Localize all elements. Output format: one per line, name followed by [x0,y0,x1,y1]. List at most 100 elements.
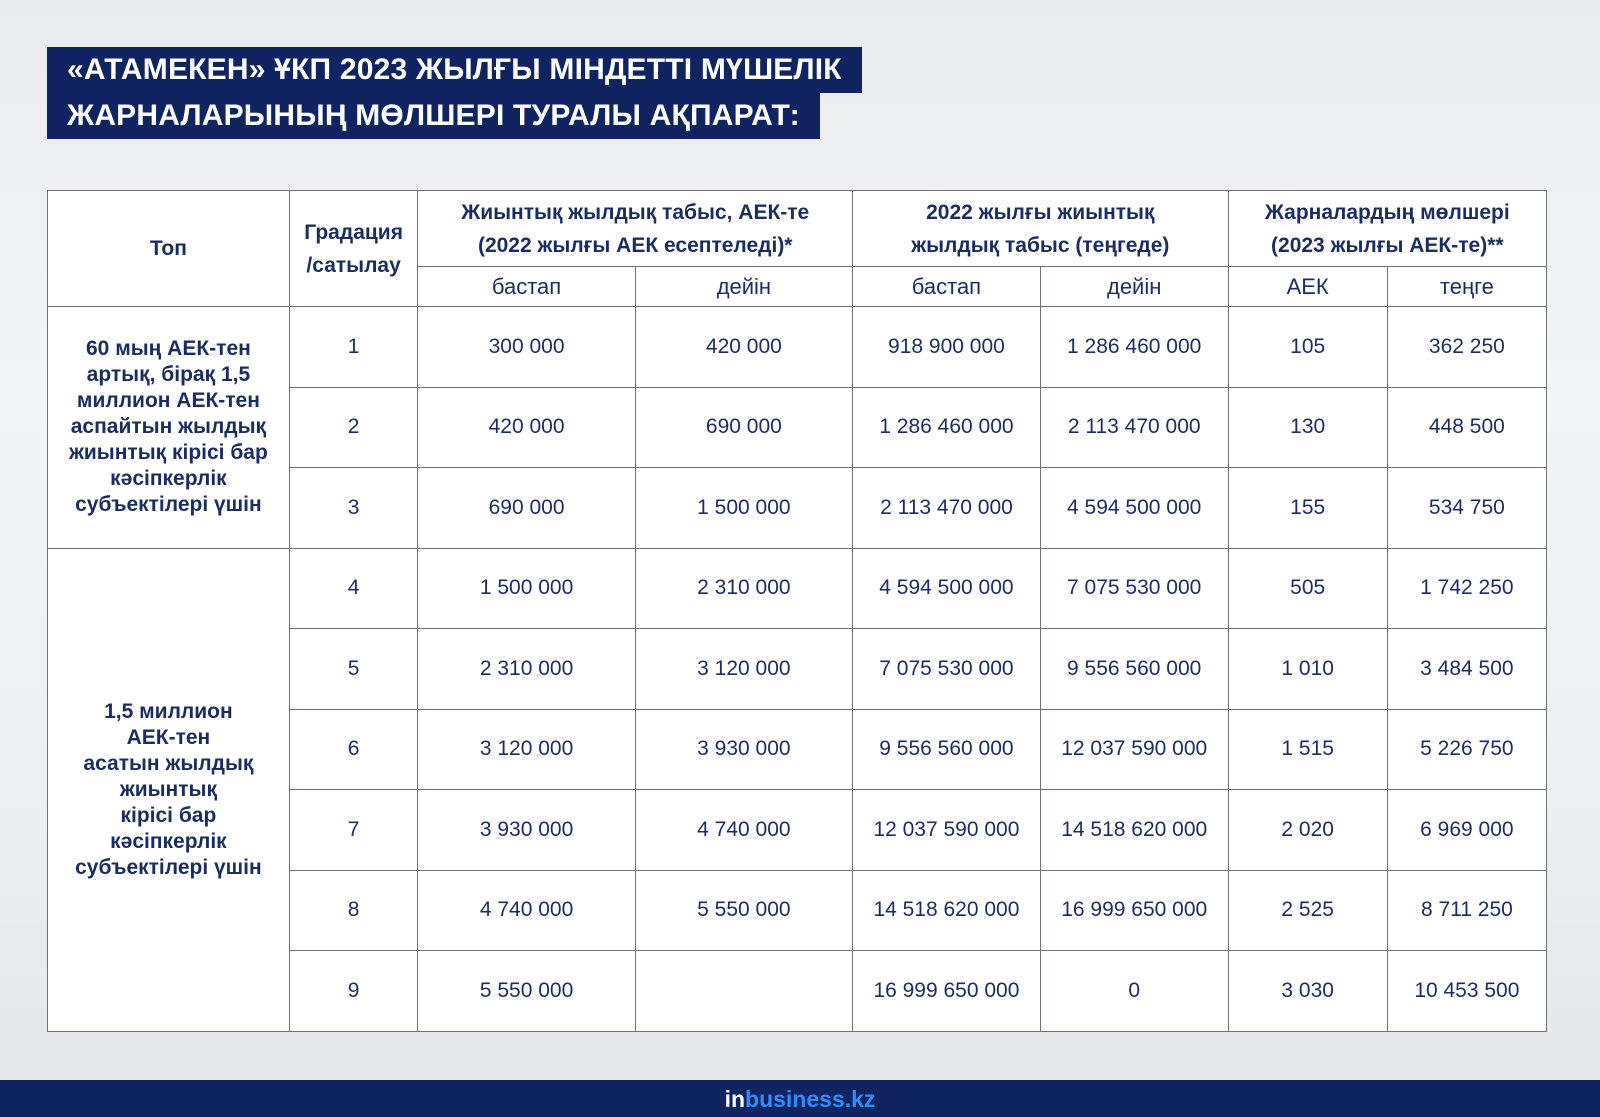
cell-mci-to [634,950,854,1032]
cell-fee-mci: 155 [1227,467,1388,549]
header-income-mci: Жиынтық жылдық табыс, АЕК-те (2022 жылғы… [417,190,854,267]
cell-fee-tenge: 10 453 500 [1386,950,1548,1032]
cell-mci-to: 420 000 [634,306,854,388]
cell-mci-from: 5 550 000 [417,950,636,1032]
cell-fee-tenge: 448 500 [1386,386,1548,468]
table-row: 1,5 миллион АЕК-тен асатын жылдық жиынтық кі… [47,547,1548,1032]
group-label-line: аспайтын жылдық [70,415,267,439]
cell-mci-to: 5 550 000 [634,869,854,951]
cell-tenge-to: 2 113 470 000 [1039,386,1229,468]
group-label-line: асатын жылдық [83,751,254,775]
cell-mci-to: 3 120 000 [634,628,854,710]
group-label-line: кәсіпкерлік [110,829,227,853]
cell-fee-tenge: 5 226 750 [1386,708,1548,790]
cell-tenge-from: 7 075 530 000 [852,628,1041,710]
cell-tenge-from: 4 594 500 000 [852,547,1041,629]
cell-fee-tenge: 8 711 250 [1386,869,1548,951]
page-title-line-1: «АТАМЕКЕН» ҰКП 2023 ЖЫЛҒЫ МІНДЕТТІ МҮШЕЛ… [47,47,862,93]
title-block: «АТАМЕКЕН» ҰКП 2023 ЖЫЛҒЫ МІНДЕТТІ МҮШЕЛ… [47,47,862,139]
cell-mci-to: 3 930 000 [634,708,854,790]
cell-mci-from: 3 930 000 [417,789,636,871]
cell-mci-from: 4 740 000 [417,869,636,951]
group-label-line: миллион АЕК-тен [76,389,260,413]
cell-grade: 2 [288,386,419,468]
cell-fee-mci: 2 525 [1227,869,1388,951]
table-row: 2 420 000 690 000 1 286 460 000 2 113 470 00… [48,386,1548,468]
cell-mci-from: 1 500 000 [417,547,636,629]
cell-fee-mci: 105 [1227,306,1388,388]
cell-grade: 8 [288,869,419,951]
subheader-tenge-from: бастап [852,266,1041,307]
cell-tenge-from: 12 037 590 000 [852,789,1041,871]
cell-mci-to: 1 500 000 [634,467,854,549]
header-gradation: Градация /сатылау [288,190,419,307]
subheader-fee-tenge: теңге [1386,266,1548,307]
group-label-line: 60 мың АЕК-тен [86,337,251,361]
cell-mci-from: 300 000 [417,306,636,388]
cell-fee-tenge: 1 742 250 [1386,547,1548,629]
header-gradation-line-2: /сатылау [306,253,401,277]
cell-tenge-to: 9 556 560 000 [1039,628,1229,710]
cell-grade: 1 [288,306,419,388]
header-top: Топ [47,190,290,307]
cell-mci-to: 690 000 [634,386,854,468]
cell-fee-mci: 1 010 [1227,628,1388,710]
cell-grade: 5 [288,628,419,710]
group-label-line: субъектілері үшін [75,493,262,517]
page-title-line-2: ЖАРНАЛАРЫНЫҢ МӨЛШЕРІ ТУРАЛЫ АҚПАРАТ: [47,93,820,139]
cell-grade: 4 [288,547,419,629]
cell-tenge-to: 16 999 650 000 [1039,869,1229,951]
group-label-line: кірісі бар [120,803,217,827]
header-income-2022-line-1: 2022 жылғы жиынтық [926,200,1155,224]
header-fees-line-1: Жарналардың мөлшері [1264,200,1510,224]
footer-bar: inbusiness.kz [0,1080,1600,1117]
cell-tenge-from: 9 556 560 000 [852,708,1041,790]
group-label-line: АЕК-тен [126,725,211,749]
cell-fee-tenge: 3 484 500 [1386,628,1548,710]
logo-rest: business.kz [745,1086,876,1112]
cell-tenge-from: 1 286 460 000 [852,386,1041,468]
cell-tenge-from: 2 113 470 000 [852,467,1041,549]
cell-mci-from: 420 000 [417,386,636,468]
subheader-fee-mci: АЕК [1227,266,1388,307]
group-label-1: 60 мың АЕК-тен артық, бірақ 1,5 миллион АЕ… [47,306,290,549]
group-label-2: 1,5 миллион АЕК-тен асатын жылдық жиынтық кі… [47,547,290,1032]
cell-tenge-to: 0 [1039,950,1229,1032]
cell-mci-from: 2 310 000 [417,628,636,710]
group-label-line: жиынтық [119,777,217,801]
cell-mci-from: 3 120 000 [417,708,636,790]
header-fees-line-2: (2023 жылғы АЕК-те)** [1271,233,1504,257]
cell-grade: 9 [288,950,419,1032]
header-fees: Жарналардың мөлшері (2023 жылғы АЕК-те)*… [1227,190,1548,267]
header-income-2022: 2022 жылғы жиынтық жылдық табыс (теңгеде… [852,190,1229,267]
cell-fee-mci: 505 [1227,547,1388,629]
cell-grade: 6 [288,708,419,790]
cell-tenge-from: 14 518 620 000 [852,869,1041,951]
group-label-line: кәсіпкерлік [110,467,227,491]
cell-fee-tenge: 6 969 000 [1386,789,1548,871]
subheader-mci-from: бастап [417,266,636,307]
cell-fee-mci: 2 020 [1227,789,1388,871]
cell-tenge-to: 1 286 460 000 [1039,306,1229,388]
cell-fee-mci: 130 [1227,386,1388,468]
inbusiness-logo: inbusiness.kz [725,1086,876,1112]
cell-fee-tenge: 362 250 [1386,306,1548,388]
subheader-mci-to: дейін [634,266,854,307]
header-income-mci-line-2: (2022 жылғы АЕК есептеледі)* [477,233,793,257]
group-label-line: 1,5 миллион [104,699,233,723]
cell-grade: 3 [288,467,419,549]
group-label-line: жиынтық кірісі бар [69,441,268,465]
fees-table: Топ Градация /сатылау Жиынтық жылдық таб… [47,190,1548,1032]
subheader-tenge-to: дейін [1039,266,1229,307]
group-label-line: артық, бірақ 1,5 [86,363,251,387]
fees-table-body: 60 мың АЕК-тен артық, бірақ 1,5 миллион АЕ… [47,306,1548,1032]
cell-mci-from: 690 000 [417,467,636,549]
cell-tenge-to: 7 075 530 000 [1039,547,1229,629]
cell-tenge-from: 16 999 650 000 [852,950,1041,1032]
cell-mci-to: 4 740 000 [634,789,854,871]
cell-tenge-to: 4 594 500 000 [1039,467,1229,549]
